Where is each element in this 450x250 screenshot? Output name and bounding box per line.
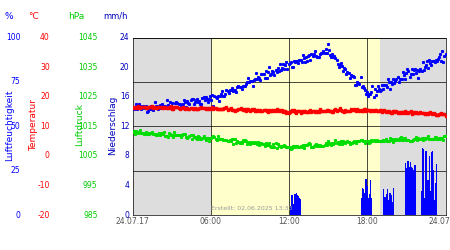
Bar [290,206,292,215]
Bar [294,194,296,215]
Bar [292,204,293,215]
Bar [428,156,430,215]
Bar [392,202,393,215]
Text: 4: 4 [125,181,130,190]
Bar [296,194,297,215]
Text: %: % [5,12,13,21]
Bar [392,188,394,215]
Bar [386,194,387,215]
Bar [430,191,431,215]
Bar [414,165,416,215]
Bar [297,195,298,215]
Text: 16: 16 [120,92,130,101]
Bar [436,164,437,215]
Text: 1035: 1035 [78,62,98,72]
Text: 100: 100 [6,33,21,42]
Bar [405,163,406,215]
Bar [299,198,300,215]
Text: 50: 50 [11,122,21,131]
Text: °C: °C [28,12,39,21]
Bar [361,198,362,215]
Bar [387,189,388,215]
Text: 8: 8 [125,151,130,160]
Bar [300,200,301,215]
Bar [363,189,365,215]
Text: 1005: 1005 [78,151,98,160]
Bar [211,38,380,215]
Bar [371,198,372,215]
Bar [433,170,434,215]
Bar [383,189,384,215]
Text: Erstellt: 02.06.2025 13:33: Erstellt: 02.06.2025 13:33 [211,206,292,212]
Bar [298,196,299,215]
Bar [365,179,367,215]
Bar [388,200,390,215]
Text: 24: 24 [120,33,130,42]
Text: 0: 0 [16,210,21,220]
Bar [412,168,414,215]
Text: 25: 25 [11,166,21,175]
Bar [410,162,411,215]
Bar [421,191,422,215]
Bar [293,206,295,215]
Bar [428,180,429,215]
Text: -20: -20 [37,210,50,220]
Bar [426,192,428,215]
Bar [407,161,408,215]
Bar [385,197,386,215]
Text: Luftdruck: Luftdruck [75,104,84,146]
Text: 75: 75 [11,78,21,86]
Text: 1015: 1015 [78,122,98,131]
Text: 12: 12 [120,122,130,131]
Bar [413,170,414,215]
Bar [411,167,412,215]
Text: mm/h: mm/h [103,12,128,21]
Bar [291,195,293,215]
Bar [133,38,211,215]
Bar [380,38,446,215]
Bar [364,192,365,215]
Bar [390,195,392,215]
Text: 40: 40 [40,33,50,42]
Text: 1025: 1025 [78,92,98,101]
Text: Niederschlag: Niederschlag [108,95,117,155]
Text: 20: 20 [120,62,130,72]
Bar [389,192,391,215]
Bar [425,151,427,215]
Text: hPa: hPa [68,12,85,21]
Bar [369,194,370,215]
Bar [431,152,432,215]
Text: 30: 30 [40,62,50,72]
Text: Temperatur: Temperatur [29,99,38,151]
Text: 0: 0 [45,151,50,160]
Text: 985: 985 [83,210,98,220]
Text: 20: 20 [40,92,50,101]
Text: 1045: 1045 [78,33,98,42]
Bar [384,196,385,215]
Bar [366,186,368,215]
Bar [423,148,424,215]
Bar [434,200,435,215]
Text: Luftfeuchtigkeit: Luftfeuchtigkeit [5,89,14,161]
Bar [409,166,410,215]
Bar [362,188,363,215]
Bar [435,183,436,215]
Text: 995: 995 [83,181,98,190]
Text: -10: -10 [37,181,50,190]
Bar [368,198,369,215]
Bar [432,151,433,215]
Bar [405,168,407,215]
Bar [424,198,425,215]
Bar [408,161,409,215]
Text: 0: 0 [125,210,130,220]
Text: 10: 10 [40,122,50,131]
Bar [369,180,371,215]
Bar [422,148,423,215]
